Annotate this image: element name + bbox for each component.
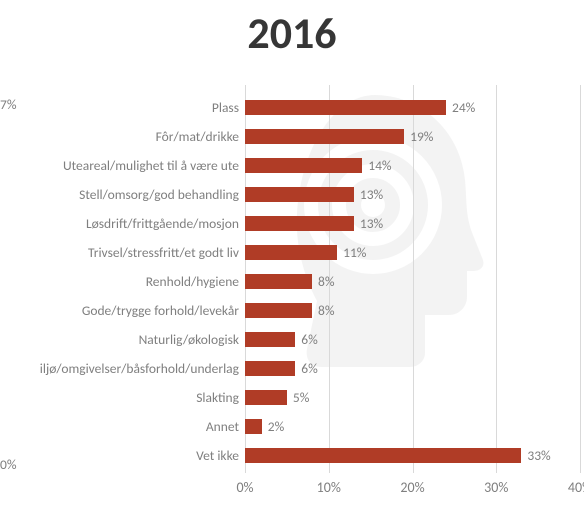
category-label: Renhold/hygiene bbox=[146, 273, 239, 290]
chart-bar bbox=[245, 129, 404, 144]
value-label: 8% bbox=[318, 273, 335, 290]
detached-value-label: 0% bbox=[0, 456, 17, 473]
x-tick-label: 10% bbox=[317, 479, 341, 500]
category-label: Slakting bbox=[196, 389, 239, 406]
value-label: 6% bbox=[301, 360, 318, 377]
chart-title: 2016 bbox=[0, 6, 584, 60]
gridline bbox=[496, 85, 497, 473]
category-label: Stell/omsorg/god behandling bbox=[79, 186, 239, 203]
chart-bar bbox=[245, 303, 312, 318]
x-tick-label: 40% bbox=[568, 479, 584, 500]
category-label: Fôr/mat/drikke bbox=[156, 128, 239, 145]
category-label: Annet bbox=[206, 418, 239, 435]
chart-bar bbox=[245, 419, 262, 434]
category-label: Naturlig/økologisk bbox=[139, 331, 239, 348]
value-label: 11% bbox=[343, 244, 366, 261]
value-label: 13% bbox=[360, 186, 383, 203]
bar-chart: 0% 10% 20% 30% 40% Plass 24% Fôr/mat/drikke 19% U… bbox=[0, 85, 584, 500]
category-label: iljø/omgivelser/båsforhold/underlag bbox=[40, 360, 239, 377]
category-label: Løsdrift/frittgående/mosjon bbox=[86, 215, 239, 232]
chart-bar bbox=[245, 448, 521, 463]
chart-bar bbox=[245, 332, 295, 347]
x-tick-label: 30% bbox=[484, 479, 508, 500]
value-label: 8% bbox=[318, 302, 335, 319]
chart-bar bbox=[245, 245, 337, 260]
value-label: 2% bbox=[268, 418, 285, 435]
category-label: Trivsel/stressfritt/et godt liv bbox=[88, 244, 239, 261]
chart-bar bbox=[245, 187, 354, 202]
category-label: Plass bbox=[212, 99, 239, 116]
chart-bar bbox=[245, 390, 287, 405]
category-label: Gode/trygge forhold/levekår bbox=[82, 302, 239, 319]
chart-bar bbox=[245, 216, 354, 231]
x-tick-label: 20% bbox=[400, 479, 424, 500]
value-label: 24% bbox=[452, 99, 475, 116]
detached-value-label: 7% bbox=[0, 96, 17, 113]
category-label: Vet ikke bbox=[196, 447, 239, 464]
value-label: 19% bbox=[410, 128, 433, 145]
value-label: 33% bbox=[527, 447, 550, 464]
category-label: Uteareal/mulighet til å være ute bbox=[63, 157, 239, 174]
value-label: 5% bbox=[293, 389, 310, 406]
chart-bar bbox=[245, 158, 362, 173]
chart-bar bbox=[245, 361, 295, 376]
value-label: 6% bbox=[301, 331, 318, 348]
x-tick-label: 0% bbox=[236, 479, 253, 500]
value-label: 13% bbox=[360, 215, 383, 232]
gridline bbox=[580, 85, 581, 473]
chart-bar bbox=[245, 274, 312, 289]
value-label: 14% bbox=[368, 157, 391, 174]
chart-bar bbox=[245, 100, 446, 115]
